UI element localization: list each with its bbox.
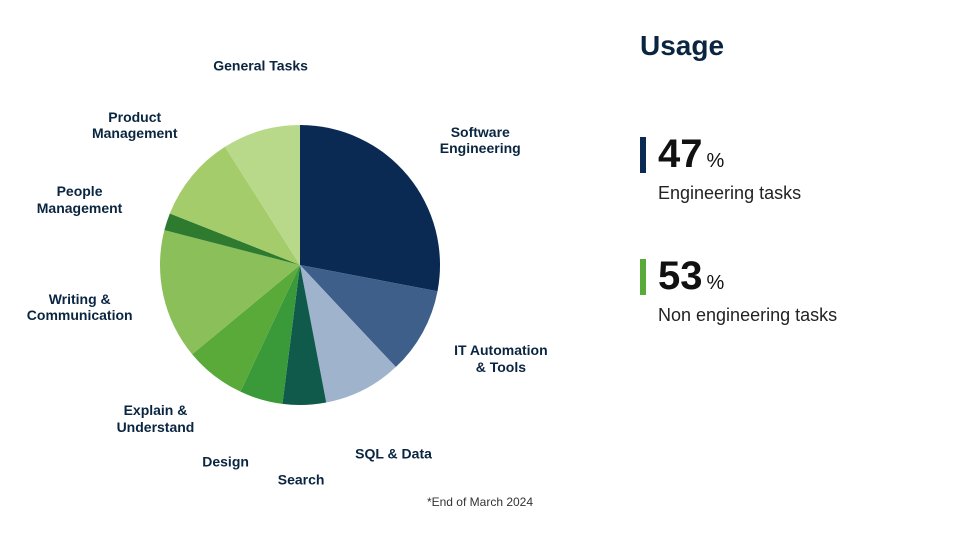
stat-unit-engineering: %	[707, 150, 725, 173]
stat-unit-non-engineering: %	[707, 272, 725, 295]
stat-label-non-engineering: Non engineering tasks	[658, 305, 940, 326]
pie-svg	[60, 40, 540, 480]
footnote: *End of March 2024	[0, 495, 960, 509]
stat-value-engineering: 47	[658, 132, 703, 177]
right-panel: Usage 47 % Engineering tasks 53 % Non en…	[640, 30, 940, 376]
stat-value-non-engineering: 53	[658, 254, 703, 299]
usage-pie-chart: Software EngineeringIT Automation & Tool…	[60, 40, 540, 480]
usage-title: Usage	[640, 30, 940, 62]
pie-slice	[300, 125, 440, 291]
stat-bar-engineering	[640, 137, 646, 173]
stat-bar-non-engineering	[640, 259, 646, 295]
stat-label-engineering: Engineering tasks	[658, 183, 940, 204]
stat-engineering: 47 % Engineering tasks	[640, 132, 940, 204]
stat-non-engineering: 53 % Non engineering tasks	[640, 254, 940, 326]
